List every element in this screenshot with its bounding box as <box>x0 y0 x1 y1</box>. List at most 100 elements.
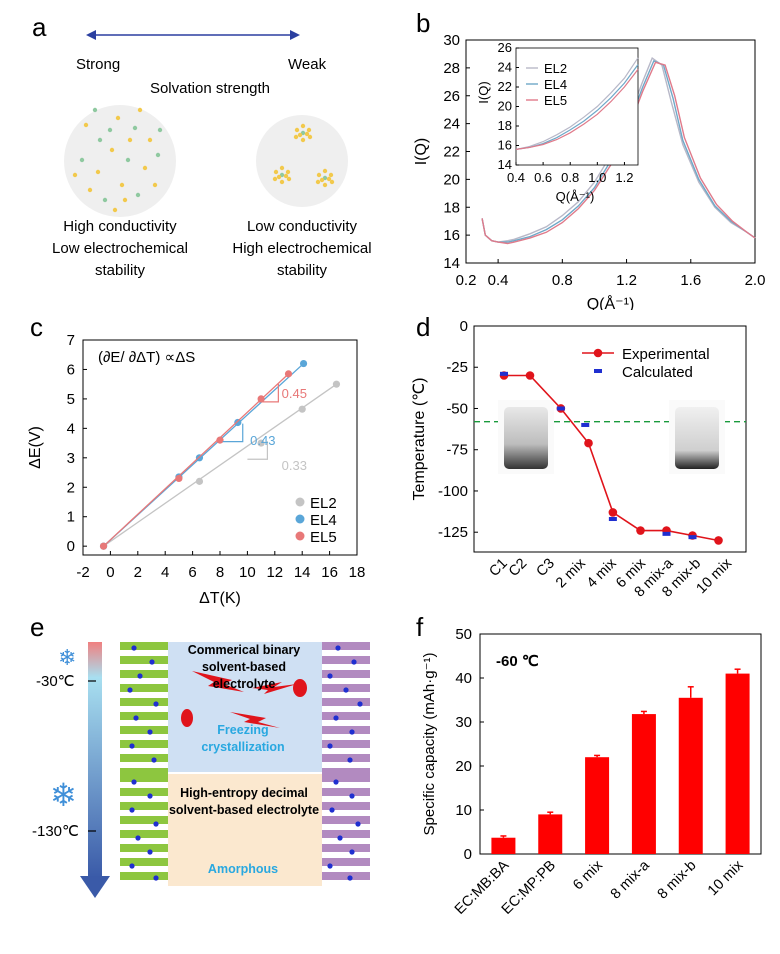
electrode-stripe <box>322 712 370 720</box>
electrode-stripe <box>120 858 168 866</box>
y-tick-label: 24 <box>443 116 460 133</box>
y-tick-label: -50 <box>446 400 468 417</box>
ion-dot <box>335 645 341 651</box>
calculated-point <box>500 371 508 376</box>
ion-dot <box>115 115 121 121</box>
chart-title: -60 ℃ <box>496 653 539 670</box>
electrode-stripe <box>120 816 168 824</box>
x-category-label: 6 mix <box>570 857 606 893</box>
x-tick-label: 0.2 <box>456 272 477 289</box>
x-tick-label: 1.6 <box>680 272 701 289</box>
x-tick-label: 0.8 <box>552 272 573 289</box>
ion-dot <box>107 127 113 133</box>
ion-dot <box>304 131 310 137</box>
ion-dot <box>322 182 328 188</box>
weak-label: Weak <box>288 56 327 73</box>
y-tick-label: 16 <box>443 227 460 244</box>
legend-label: EL4 <box>310 512 337 529</box>
beaker-photo <box>504 407 548 469</box>
desc-line: stability <box>94 262 146 279</box>
y-tick-label: 6 <box>67 361 75 378</box>
ion-dot <box>153 875 159 881</box>
y-tick-label: 28 <box>443 60 460 77</box>
calculated-point <box>556 406 565 411</box>
ion-dot <box>125 157 131 163</box>
legend-label: EL2 <box>544 61 567 76</box>
data-point-EL5 <box>175 474 183 483</box>
legend-label: EL2 <box>310 495 337 512</box>
legend-label: EL5 <box>310 529 337 546</box>
y-axis-label: Specific capacity (mAh·g⁻¹) <box>421 653 438 836</box>
ion-dot <box>132 125 138 131</box>
electrode-stripe <box>120 788 168 796</box>
ion-dot <box>349 729 355 735</box>
slope-triangle <box>258 383 279 403</box>
electrode-stripe <box>322 774 370 782</box>
electrode-stripe <box>120 872 168 880</box>
experimental-point <box>714 536 723 545</box>
ion-dot <box>142 165 148 171</box>
ion-dot <box>333 715 339 721</box>
ion-dot <box>112 207 118 213</box>
ion-dot <box>92 107 98 113</box>
x-tick-label: 10 <box>239 564 256 581</box>
weak-description: Low conductivity High electrochemical st… <box>212 216 392 282</box>
ion-dot <box>133 715 139 721</box>
y-axis-label: Temperature (℃) <box>411 378 428 501</box>
data-point-EL2 <box>257 439 265 447</box>
ion-dot <box>149 659 155 665</box>
ion-dot <box>349 849 355 855</box>
plot-frame <box>479 633 762 855</box>
ion-dot <box>83 122 89 128</box>
ion-dot <box>153 821 159 827</box>
electrode-stripe <box>120 844 168 852</box>
ion-dot <box>87 187 93 193</box>
strong-label: Strong <box>76 56 121 73</box>
data-point-EL5 <box>99 542 108 550</box>
y-tick-label: 10 <box>455 802 472 819</box>
ion-dot <box>79 157 85 163</box>
ion-dot <box>127 137 133 143</box>
ion-dot <box>147 729 153 735</box>
experimental-point <box>584 438 593 448</box>
ion-dot <box>285 169 291 175</box>
snowflake-icon: ❄ <box>50 777 77 813</box>
electrode-stripe <box>322 670 370 678</box>
top-electrolyte-state: Freezing crystallization <box>201 723 285 754</box>
electrode-stripe <box>120 684 168 692</box>
ion-dot <box>279 165 285 171</box>
temp-bottom-label: -130℃ <box>32 823 79 840</box>
ion-dot <box>129 743 135 749</box>
slope-triangle <box>247 441 268 460</box>
ion-dot <box>135 835 141 841</box>
ion-dot <box>351 659 357 665</box>
ion-dot <box>283 173 289 179</box>
ion-dot <box>357 701 363 707</box>
ion-dot <box>294 127 300 133</box>
desc-line: stability <box>276 262 328 279</box>
ion-dot <box>152 182 158 188</box>
ion-dot <box>131 779 137 785</box>
inset-frame <box>515 47 639 166</box>
electrode-stripe <box>322 656 370 664</box>
ion-dot <box>329 179 335 185</box>
panel-label-a: a <box>32 12 47 42</box>
slope-label: 0.43 <box>250 433 275 448</box>
bottom-electrolyte-state: Amorphous <box>207 862 279 876</box>
experimental-point <box>608 508 618 517</box>
data-point-EL2 <box>195 477 204 485</box>
ion-dot <box>129 807 135 813</box>
y-tick-label: 1 <box>67 509 75 526</box>
legend-label: Experimental <box>622 346 710 363</box>
electrode-stripe <box>120 768 168 776</box>
y-tick-label: 14 <box>443 255 460 272</box>
calculated-point <box>608 517 617 522</box>
dispersed-ions <box>72 107 163 213</box>
experimental-point <box>525 371 535 380</box>
electrode-stripe <box>322 740 370 748</box>
ion-dot <box>347 757 353 763</box>
data-point-EL4 <box>299 359 308 368</box>
x-tick-label: 0 <box>106 564 114 581</box>
electrode-stripe <box>322 802 370 810</box>
ion-dot <box>95 169 101 175</box>
